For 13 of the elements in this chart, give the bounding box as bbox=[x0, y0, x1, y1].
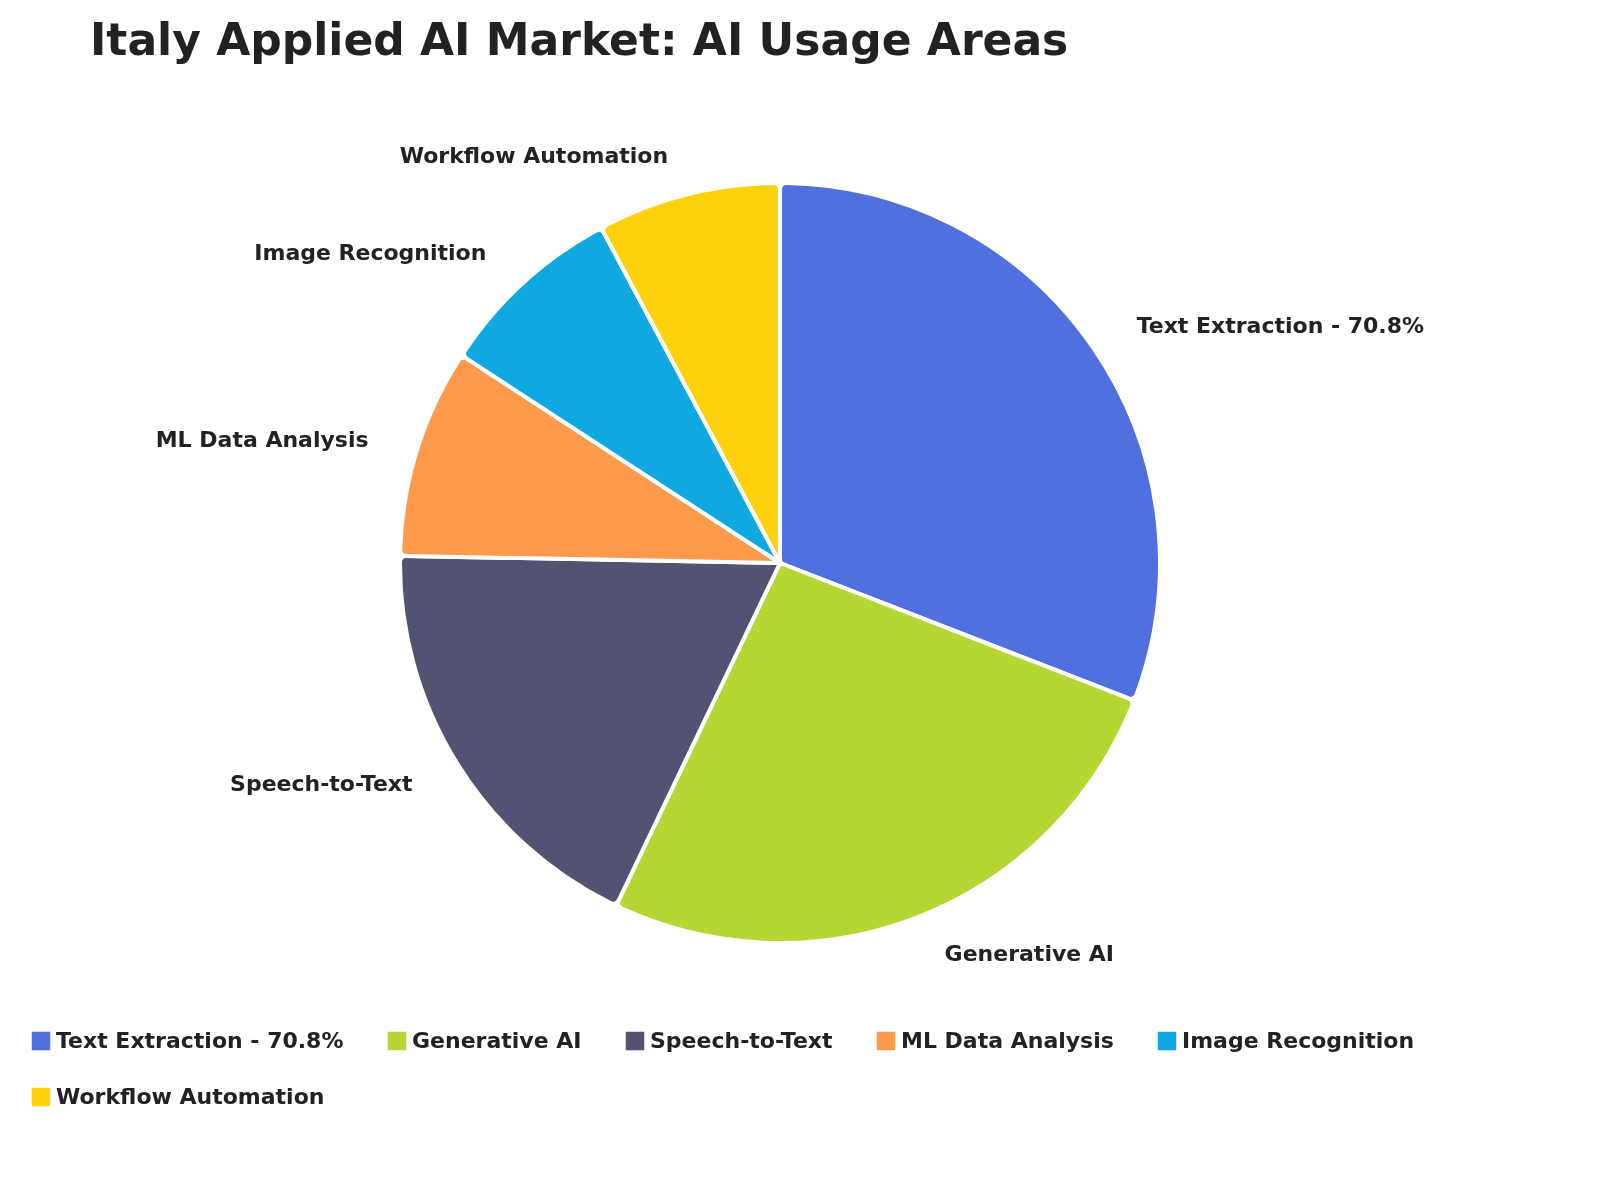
chart-title: Italy Applied AI Market: AI Usage Areas bbox=[90, 14, 1069, 65]
slice-label: Workflow Automation bbox=[399, 142, 669, 168]
slice-label: Generative AI bbox=[944, 940, 1115, 966]
slice-label: Text Extraction - 70.8% bbox=[1136, 312, 1425, 338]
legend-label: Speech-to-Text bbox=[650, 1028, 833, 1053]
slice-label: ML Data Analysis bbox=[155, 426, 369, 452]
slice-label: Speech-to-Text bbox=[230, 770, 414, 796]
legend-label: Generative AI bbox=[412, 1028, 582, 1053]
slice-label: Image Recognition bbox=[254, 240, 487, 266]
legend-label: Image Recognition bbox=[1182, 1028, 1415, 1053]
legend-label: ML Data Analysis bbox=[901, 1028, 1114, 1053]
legend-label: Workflow Automation bbox=[56, 1084, 325, 1109]
legend-label: Text Extraction - 70.8% bbox=[56, 1028, 344, 1053]
